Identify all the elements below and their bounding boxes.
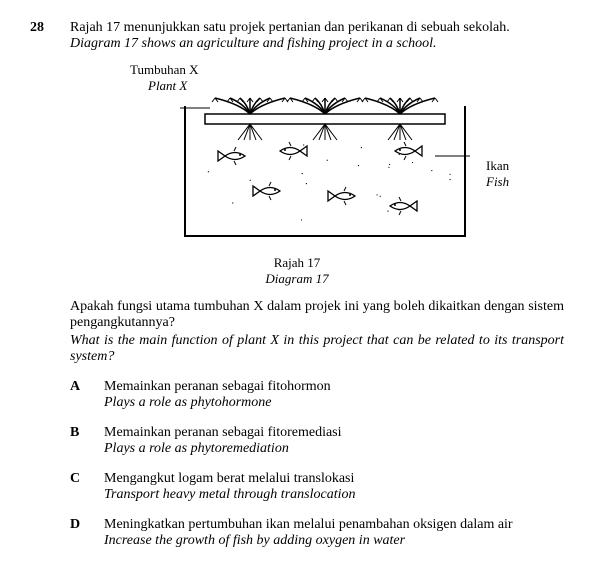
ask-en: What is the main function of plant X in … [70, 333, 564, 365]
fish-label: Ikan Fish [486, 158, 509, 190]
ask-my: Apakah fungsi utama tumbuhan X dalam pro… [70, 299, 564, 331]
option-a[interactable]: A Memainkan peranan sebagai fitohormon P… [70, 379, 564, 411]
option-a-my: Memainkan peranan sebagai fitohormon [104, 379, 331, 394]
plant-label: Tumbuhan X Plant X [130, 62, 564, 94]
option-d-text: Meningkatkan pertumbuhan ikan melalui pe… [104, 517, 513, 549]
diagram-block: Tumbuhan X Plant X Ikan Fish Rajah 17 Di… [70, 62, 564, 287]
fish-label-my: Ikan [486, 158, 509, 173]
question-row: 28 Rajah 17 menunjukkan satu projek pert… [30, 20, 564, 563]
option-a-text: Memainkan peranan sebagai fitohormon Pla… [104, 379, 331, 411]
options-list: A Memainkan peranan sebagai fitohormon P… [70, 379, 564, 549]
option-b-text: Memainkan peranan sebagai fitoremediasi … [104, 425, 342, 457]
option-c[interactable]: C Mengangkut logam berat melalui translo… [70, 471, 564, 503]
option-c-text: Mengangkut logam berat melalui transloka… [104, 471, 355, 503]
diagram-row: Ikan Fish [70, 96, 564, 251]
question-body: Rajah 17 menunjukkan satu projek pertani… [70, 20, 564, 563]
diagram-caption: Rajah 17 Diagram 17 [30, 255, 564, 287]
diagram-svg-container [180, 96, 480, 251]
stem-my: Rajah 17 menunjukkan satu projek pertani… [70, 20, 564, 36]
caption-my: Rajah 17 [274, 255, 321, 270]
option-b-letter: B [70, 425, 104, 457]
fish-label-en: Fish [486, 174, 509, 190]
option-c-en: Transport heavy metal through translocat… [104, 487, 355, 503]
option-b-en: Plays a role as phytoremediation [104, 441, 342, 457]
option-d[interactable]: D Meningkatkan pertumbuhan ikan melalui … [70, 517, 564, 549]
option-d-letter: D [70, 517, 104, 549]
caption-en: Diagram 17 [30, 271, 564, 287]
option-b-my: Memainkan peranan sebagai fitoremediasi [104, 425, 342, 440]
option-a-en: Plays a role as phytohormone [104, 395, 331, 411]
option-b[interactable]: B Memainkan peranan sebagai fitoremedias… [70, 425, 564, 457]
question-number: 28 [30, 20, 70, 36]
option-c-letter: C [70, 471, 104, 503]
option-d-my: Meningkatkan pertumbuhan ikan melalui pe… [104, 517, 513, 532]
plant-label-my: Tumbuhan X [130, 62, 199, 77]
stem-en: Diagram 17 shows an agriculture and fish… [70, 36, 564, 52]
plant-label-en: Plant X [148, 78, 564, 94]
option-c-my: Mengangkut logam berat melalui transloka… [104, 471, 354, 486]
option-d-en: Increase the growth of fish by adding ox… [104, 533, 513, 549]
option-a-letter: A [70, 379, 104, 411]
aquaponics-diagram [180, 96, 480, 246]
